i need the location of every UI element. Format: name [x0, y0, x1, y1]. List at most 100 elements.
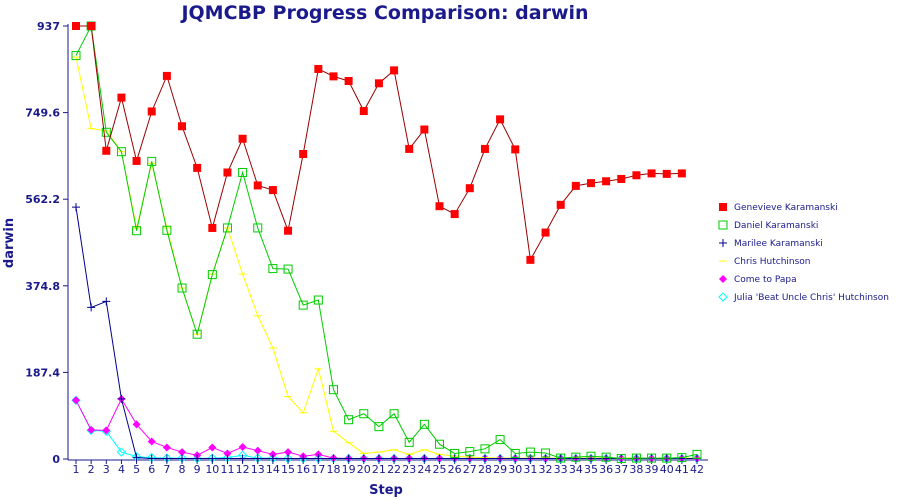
legend-item: Genevieve Karamanski	[719, 203, 838, 213]
data-point	[662, 453, 672, 463]
data-point	[450, 454, 459, 463]
data-point	[72, 22, 80, 30]
data-point	[405, 454, 414, 463]
x-tick-label: 2	[88, 463, 95, 476]
x-tick-label: 14	[266, 463, 280, 476]
y-tick-label: 374.8	[25, 280, 60, 293]
data-point	[480, 454, 489, 463]
series-chris-hutchinson	[72, 56, 701, 459]
x-tick-label: 1	[73, 463, 80, 476]
x-tick-label: 25	[433, 463, 447, 476]
data-point	[268, 454, 277, 463]
data-point	[162, 443, 171, 452]
data-point	[344, 415, 354, 425]
x-tick-label: 34	[569, 463, 583, 476]
data-point	[677, 453, 687, 463]
legend-label: Come to Papa	[734, 275, 797, 285]
data-point	[405, 144, 414, 153]
x-tick-label: 13	[251, 463, 265, 476]
data-point	[117, 93, 126, 102]
x-tick-label: 5	[133, 463, 140, 476]
x-tick-label: 41	[675, 463, 689, 476]
data-point	[390, 454, 399, 463]
x-axis-label: Step	[369, 483, 403, 498]
data-point	[511, 454, 520, 463]
series-line	[75, 56, 697, 459]
data-point	[162, 225, 172, 235]
data-point	[253, 446, 262, 455]
data-point	[313, 453, 324, 464]
series-genevieve-karamanski	[72, 22, 686, 264]
x-tick-label: 29	[493, 463, 507, 476]
data-point	[541, 228, 550, 237]
data-point	[193, 163, 202, 172]
x-tick-label: 18	[326, 463, 340, 476]
data-point	[102, 426, 111, 435]
data-point	[647, 169, 656, 178]
data-point	[692, 449, 702, 459]
series-daniel-karamanski	[71, 21, 702, 464]
y-ticks: 0 187.4 374.8 562.2 749.6 937	[25, 20, 68, 466]
x-tick-label: 35	[584, 463, 598, 476]
legend-item: Daniel Karamanski	[718, 220, 818, 231]
data-point	[283, 453, 293, 464]
data-point	[435, 454, 444, 463]
data-point	[496, 115, 505, 124]
x-tick-label: 8	[179, 463, 186, 476]
data-point	[208, 454, 217, 463]
x-tick-label: 33	[554, 463, 568, 476]
data-point	[420, 125, 429, 134]
data-point	[162, 71, 171, 80]
legend-label: Chris Hutchinson	[734, 257, 811, 267]
legend-label: Julia 'Beat Uncle Chris' Hutchinson	[733, 293, 889, 303]
series-marilee-karamanski	[72, 203, 701, 463]
data-point	[616, 454, 626, 464]
x-tick-label: 4	[118, 463, 125, 476]
data-point	[571, 181, 580, 190]
data-point	[359, 107, 368, 116]
data-point	[268, 450, 277, 459]
data-point	[178, 454, 187, 463]
data-point	[253, 454, 262, 463]
data-point	[677, 169, 686, 178]
data-point	[314, 64, 323, 73]
data-point	[719, 239, 727, 247]
data-point	[420, 454, 429, 463]
series-julia-beat-uncle-chris-hutchinson	[71, 395, 702, 464]
data-point	[132, 156, 141, 165]
data-point	[465, 184, 474, 193]
data-point	[329, 72, 338, 81]
x-tick-label: 20	[357, 463, 371, 476]
data-point	[435, 202, 444, 211]
x-tick-label: 6	[148, 463, 155, 476]
data-point	[193, 454, 202, 463]
data-point	[284, 454, 293, 463]
data-point	[541, 454, 550, 463]
data-point	[71, 51, 81, 61]
y-axis-label: darwin	[2, 218, 17, 268]
data-point	[511, 145, 520, 154]
data-point	[253, 223, 263, 233]
data-point	[526, 255, 535, 264]
series-line	[75, 24, 698, 460]
x-tick-label: 11	[220, 463, 234, 476]
data-point	[177, 283, 187, 293]
legend-item: Come to Papa	[719, 275, 797, 285]
data-point	[313, 295, 323, 305]
data-point	[374, 422, 384, 432]
data-point	[223, 168, 232, 177]
data-point	[117, 394, 126, 403]
data-point	[238, 167, 248, 177]
x-tick-label: 12	[236, 463, 250, 476]
series-group	[71, 21, 702, 464]
data-point	[132, 226, 142, 236]
data-point	[450, 448, 460, 458]
data-point	[283, 264, 293, 274]
y-tick-label: 562.2	[25, 193, 60, 206]
x-tick-label: 39	[645, 463, 659, 476]
data-point	[586, 179, 595, 188]
data-point	[556, 200, 565, 209]
series-line	[75, 400, 697, 460]
data-point	[102, 146, 111, 155]
data-point	[72, 396, 80, 405]
